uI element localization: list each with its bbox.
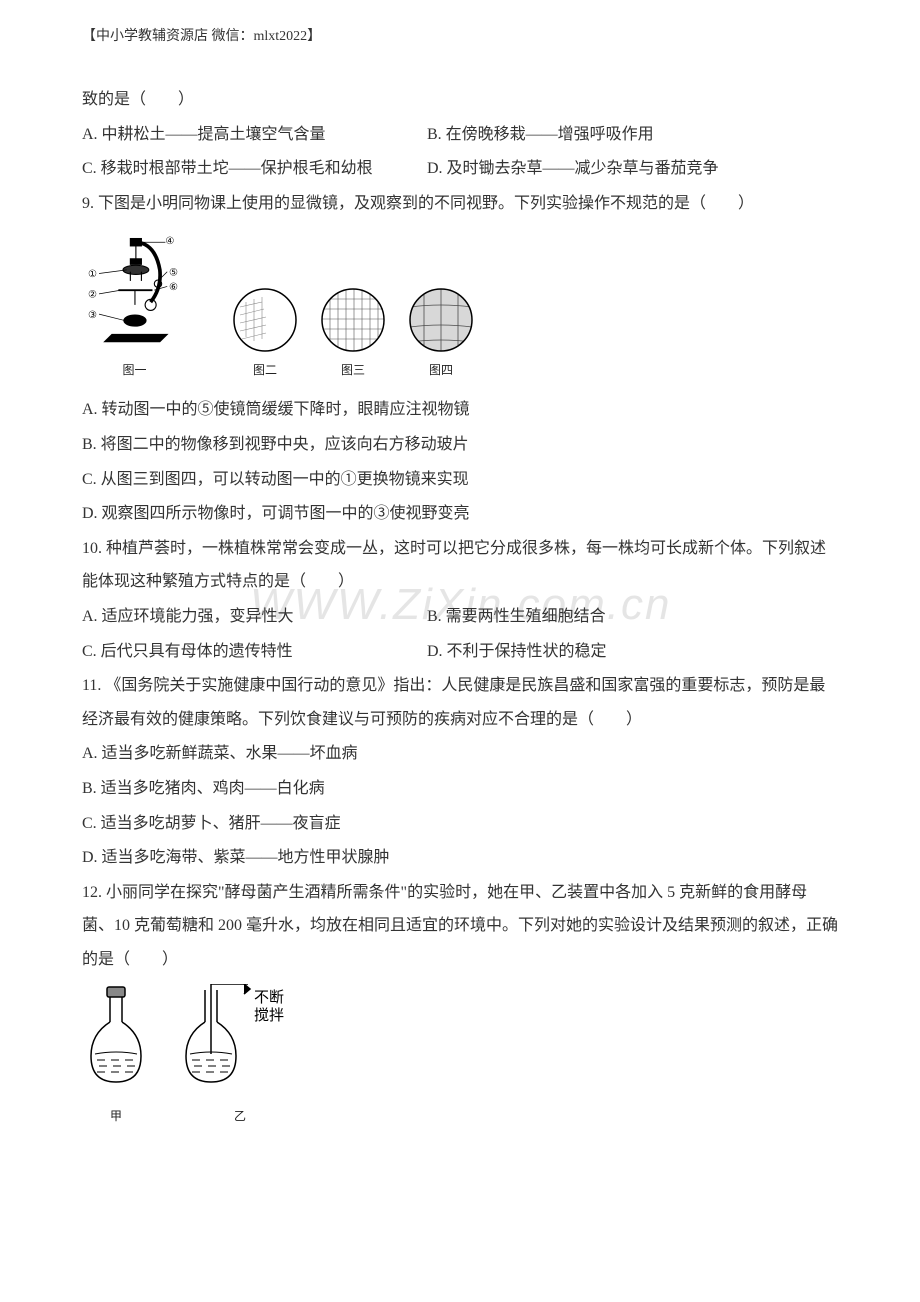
label-1: ① [88, 270, 97, 281]
q9-option-c: C. 从图三到图四，可以转动图一中的①更换物镜来实现 [82, 463, 838, 497]
q10-option-b: B. 需要两性生殖细胞结合 [427, 600, 838, 634]
q11-option-d: D. 适当多吃海带、紫菜——地方性甲状腺肿 [82, 841, 838, 875]
label-5: ⑤ [169, 268, 178, 279]
label-4: ④ [165, 236, 174, 247]
fig4-caption: 图四 [429, 358, 453, 383]
q10-stem: 10. 种植芦荟时，一株植株常常会变成一丛，这时可以把它分成很多株，每一株均可长… [82, 532, 838, 599]
figure-3: 图三 [319, 287, 387, 383]
q10-option-c: C. 后代只具有母体的遗传特性 [82, 635, 427, 669]
q8-option-c: C. 移栽时根部带土坨——保护根毛和幼根 [82, 152, 427, 186]
flask-jia: 甲 [82, 984, 150, 1129]
q8-option-d: D. 及时锄去杂草——减少杂草与番茄竞争 [427, 152, 838, 186]
fig1-caption: 图一 [122, 358, 146, 383]
q12-stem: 12. 小丽同学在探究"酵母菌产生酒精所需条件"的实验时，她在甲、乙装置中各加入… [82, 876, 838, 977]
q8-option-b: B. 在傍晚移栽——增强呼吸作用 [427, 118, 838, 152]
figure-2: 图二 [231, 287, 299, 383]
partial-question-line: 致的是（ ） [82, 83, 838, 117]
figure-4: 图四 [407, 287, 475, 383]
q10-option-d: D. 不利于保持性状的稳定 [427, 635, 838, 669]
q9-figures: ① ② ③ ④ ⑤ ⑥ 图一 [82, 228, 838, 383]
q10-option-a: A. 适应环境能力强，变异性大 [82, 600, 427, 634]
q8-option-a: A. 中耕松土——提高土壤空气含量 [82, 118, 427, 152]
microscope-svg: ① ② ③ ④ ⑤ ⑥ [82, 233, 187, 353]
q9-option-d: D. 观察图四所示物像时，可调节图一中的③使视野变亮 [82, 497, 838, 531]
q11-stem: 11. 《国务院关于实施健康中国行动的意见》指出：人民健康是民族昌盛和国家富强的… [82, 669, 838, 736]
figure-microscope: ① ② ③ ④ ⑤ ⑥ 图一 [82, 233, 187, 383]
label-6: ⑥ [169, 283, 178, 294]
stir-label-2: 搅拌 [254, 1007, 284, 1024]
flask-yi: 不断 搅拌 乙 [180, 984, 300, 1129]
stir-label-1: 不断 [254, 989, 284, 1006]
q12-figures: 甲 不断 搅拌 [82, 984, 838, 1129]
flask-yi-caption: 乙 [234, 1104, 246, 1129]
q9-stem: 9. 下图是小明同物课上使用的显微镜，及观察到的不同视野。下列实验操作不规范的是… [82, 187, 838, 221]
q9-option-a: A. 转动图一中的⑤使镜筒缓缓下降时，眼睛应注视物镜 [82, 393, 838, 427]
label-2: ② [88, 290, 97, 301]
fig3-caption: 图三 [341, 358, 365, 383]
q11-option-a: A. 适当多吃新鲜蔬菜、水果——坏血病 [82, 737, 838, 771]
q11-option-b: B. 适当多吃猪肉、鸡肉——白化病 [82, 772, 838, 806]
flask-jia-caption: 甲 [110, 1104, 122, 1129]
document-body: 致的是（ ） A. 中耕松土——提高土壤空气含量 B. 在傍晚移栽——增强呼吸作… [82, 83, 838, 1129]
page-header: 【中小学教辅资源店 微信：mlxt2022】 [82, 25, 838, 45]
fig2-caption: 图二 [253, 358, 277, 383]
label-3: ③ [88, 310, 97, 321]
q11-option-c: C. 适当多吃胡萝卜、猪肝——夜盲症 [82, 807, 838, 841]
q9-option-b: B. 将图二中的物像移到视野中央，应该向右方移动玻片 [82, 428, 838, 462]
